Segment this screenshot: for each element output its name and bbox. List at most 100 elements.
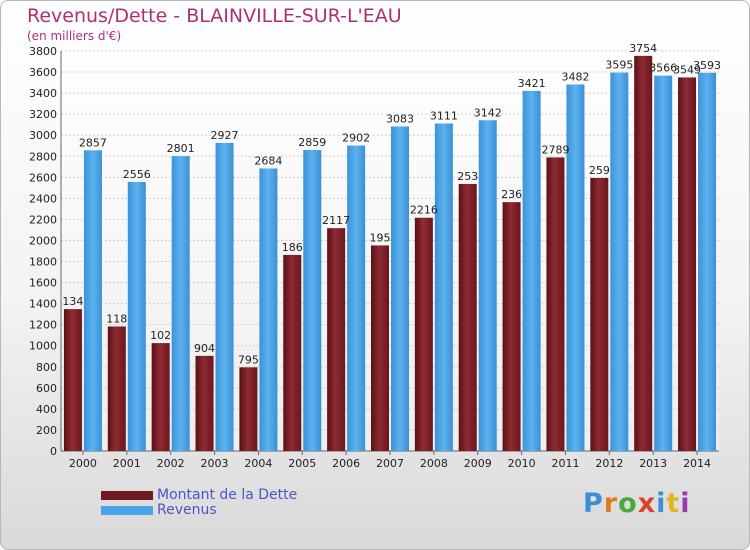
y-tick-label: 1600 [29,277,57,290]
bar-debt-2006 [327,228,346,451]
y-tick-label: 2600 [29,171,57,184]
x-tick-label: 2004 [244,457,272,470]
x-tick-label: 2013 [639,457,667,470]
y-tick-label: 800 [36,361,57,374]
data-label-revenue-2010: 3421 [518,77,546,90]
x-tick-label: 2010 [508,457,536,470]
data-label-debt-2011: 2789 [541,143,569,156]
y-tick-label: 1800 [29,256,57,269]
data-label-debt-2008: 2216 [410,204,438,217]
bar-revenue-2003 [215,142,234,452]
proxiti-logo: Proxiti [583,488,691,519]
plot-area [61,51,719,451]
data-label-debt-2003: 904 [194,342,215,355]
bar-debt-2013 [634,55,653,452]
bar-debt-2008 [414,217,433,451]
data-label-debt-2013: 3754 [629,42,657,55]
data-label-debt-2000: 134 [62,295,83,308]
bar-revenue-2014 [698,72,717,451]
chart-subtitle: (en milliers d'€) [27,29,122,43]
bar-debt-2009 [458,183,477,451]
bar-debt-2014 [678,77,697,451]
data-label-debt-2004: 795 [238,353,259,366]
x-tick-label: 2006 [332,457,360,470]
data-label-debt-2012: 259 [589,164,610,177]
y-tick-label: 400 [36,403,57,416]
legend-item-revenue: Revenus [101,502,217,518]
data-label-debt-2001: 118 [106,312,127,325]
bar-revenue-2000 [83,150,102,451]
x-tick-label: 2000 [69,457,97,470]
legend-swatch-debt [101,490,153,500]
data-label-revenue-2012: 3595 [605,59,633,72]
data-label-debt-2007: 195 [370,231,391,244]
data-label-debt-2014: 3549 [673,63,701,76]
x-tick-label: 2003 [201,457,229,470]
data-label-revenue-2007: 3083 [386,112,414,125]
data-label-revenue-2006: 2902 [342,132,370,145]
legend-swatch-revenue [101,505,153,515]
data-label-revenue-2004: 2684 [254,154,282,167]
bar-revenue-2011 [566,84,585,451]
data-label-debt-2009: 253 [457,170,478,183]
bar-revenue-2001 [127,181,146,451]
bar-revenue-2010 [522,90,541,451]
x-tick-label: 2002 [157,457,185,470]
data-label-revenue-2005: 2859 [298,136,326,149]
bar-revenue-2009 [478,120,497,452]
bar-debt-2003 [195,355,214,451]
x-tick-label: 2012 [595,457,623,470]
y-tick-label: 2800 [29,150,57,163]
y-tick-label: 3800 [29,45,57,58]
bar-revenue-2004 [259,168,278,451]
y-tick-label: 3600 [29,66,57,79]
y-tick-label: 1200 [29,319,57,332]
bar-debt-2001 [107,326,126,451]
y-tick-label: 0 [50,445,57,458]
legend-item-debt: Montant de la Dette [101,487,298,503]
data-label-revenue-2009: 3142 [474,106,502,119]
legend-label-debt: Montant de la Dette [157,487,298,503]
data-label-revenue-2000: 2857 [79,136,107,149]
bar-debt-2010 [502,202,521,451]
bar-debt-2011 [546,157,565,451]
chart-title: Revenus/Dette - BLAINVILLE-SUR-L'EAU [27,5,402,27]
bar-debt-2007 [371,245,389,451]
data-label-debt-2005: 186 [282,241,303,254]
data-label-revenue-2008: 3111 [430,110,458,123]
bar-debt-2004 [239,367,258,451]
data-label-debt-2010: 236 [501,188,522,201]
y-tick-label: 3000 [29,129,57,142]
data-label-revenue-2001: 2556 [123,168,151,181]
x-tick-label: 2011 [551,457,579,470]
x-tick-label: 2009 [464,457,492,470]
y-tick-label: 1000 [29,340,57,353]
bar-revenue-2002 [171,156,190,451]
y-tick-label: 3400 [29,87,57,100]
y-tick-label: 2000 [29,234,57,247]
bar-revenue-2005 [303,150,322,452]
bar-revenue-2008 [434,123,453,452]
bar-debt-2000 [63,309,82,451]
x-tick-label: 2007 [376,457,404,470]
x-tick-label: 2001 [113,457,141,470]
bar-debt-2005 [283,254,302,451]
y-tick-label: 600 [36,382,57,395]
y-tick-label: 3200 [29,108,57,121]
bar-revenue-2012 [610,72,629,451]
data-label-revenue-2011: 3482 [561,70,589,83]
bar-revenue-2006 [347,145,366,452]
y-tick-label: 2200 [29,213,57,226]
y-tick-label: 1400 [29,298,57,311]
data-label-debt-2002: 102 [150,329,171,342]
data-label-revenue-2013: 3566 [649,62,677,75]
bar-debt-2002 [151,343,170,451]
bar-revenue-2013 [654,75,673,451]
data-label-revenue-2002: 2801 [167,142,195,155]
data-label-revenue-2003: 2927 [211,129,239,142]
legend-label-revenue: Revenus [157,502,217,518]
x-tick-label: 2005 [288,457,316,470]
data-label-debt-2006: 2117 [322,214,350,227]
